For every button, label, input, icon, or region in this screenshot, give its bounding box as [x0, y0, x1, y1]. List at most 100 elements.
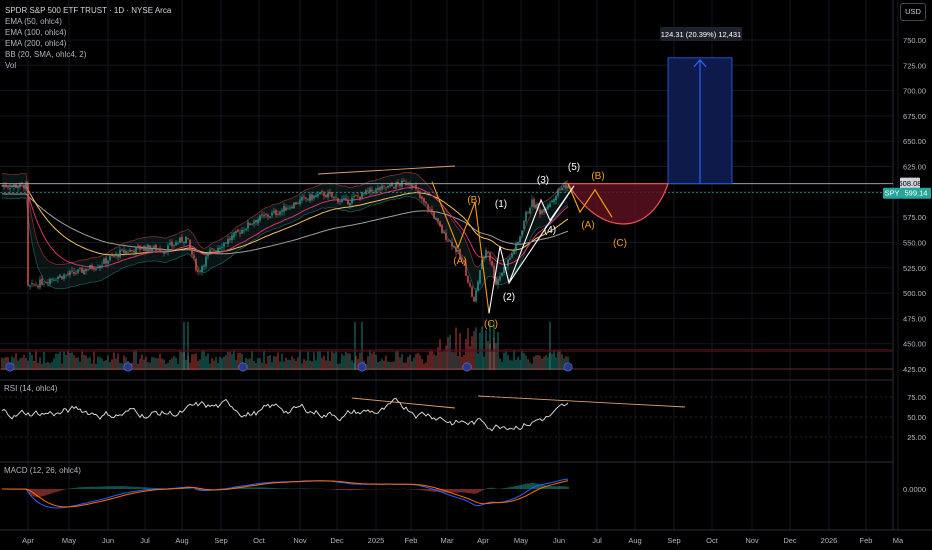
- candle-body: [185, 236, 187, 244]
- volume-bar: [445, 345, 447, 370]
- time-axis[interactable]: Apr May Jun Jul Aug Sep Oct Nov Dec 2025 Feb Mar Apr…: [22, 536, 904, 545]
- volume-bar: [533, 356, 535, 370]
- candle-body: [15, 184, 17, 188]
- candle-body: [43, 283, 45, 285]
- projection-zigzag[interactable]: [567, 183, 613, 218]
- volume-bar: [111, 359, 113, 370]
- volume-bar: [347, 353, 349, 370]
- signal-line: [2, 480, 569, 508]
- candle-body: [39, 279, 41, 288]
- candle-body: [307, 199, 309, 201]
- candle-body: [281, 210, 283, 212]
- macd-hist-bar: [417, 489, 419, 490]
- volume-bar: [93, 351, 95, 370]
- volume-spike: [493, 322, 495, 370]
- time-tick-label: Jul: [140, 536, 150, 545]
- macd-hist-bar: [91, 486, 93, 489]
- volume-bar: [303, 359, 305, 370]
- volume-bar: [193, 354, 195, 370]
- study-volume[interactable]: Vol: [5, 61, 17, 70]
- macd-hist-bar: [97, 486, 99, 489]
- volume-bar: [185, 359, 187, 370]
- rsi-divergence-line-2[interactable]: [477, 395, 686, 408]
- price-candles: [1, 177, 569, 303]
- study-bollinger[interactable]: BB (20, SMA, ohlc4, 2): [5, 50, 87, 59]
- volume-spike: [489, 322, 491, 370]
- volume-bar: [457, 355, 459, 370]
- volume-bar: [83, 354, 85, 370]
- candle-body: [81, 267, 83, 273]
- macd-hist-bar: [459, 489, 461, 493]
- candle-body: [437, 218, 439, 222]
- volume-bar: [3, 358, 5, 370]
- volume-spike: [187, 322, 189, 370]
- volume-bar: [265, 363, 267, 370]
- orange-wave-path[interactable]: [431, 181, 490, 314]
- macd-hist-bar: [89, 486, 91, 489]
- candle-body: [51, 278, 53, 280]
- macd-hist-bar: [83, 487, 85, 489]
- symbol-title[interactable]: SPDR S&P 500 ETF TRUST · 1D · NYSE Arca: [5, 6, 172, 15]
- macd-hist-bar: [353, 489, 355, 491]
- macd-hist-bar: [553, 486, 555, 489]
- candle-body: [107, 260, 109, 264]
- candle-body: [495, 277, 497, 285]
- volume-bar: [389, 361, 391, 370]
- macd-hist-bar: [43, 489, 45, 496]
- macd-axis[interactable]: 0.0000: [903, 485, 926, 494]
- candle-body: [69, 271, 71, 275]
- macd-hist-bar: [547, 485, 549, 489]
- volume-bar: [29, 351, 31, 370]
- candle-body: [313, 195, 315, 199]
- study-ema-200[interactable]: EMA (200, ohlc4): [5, 39, 67, 48]
- top-trendline[interactable]: [317, 165, 456, 175]
- rsi-divergence-line-1[interactable]: [351, 397, 456, 409]
- volume-bar: [429, 351, 431, 370]
- macd-hist-bar: [341, 489, 343, 491]
- price-axis[interactable]: 750.00725.00700.00675.00650.00625.00600.…: [903, 36, 926, 374]
- volume-bar: [153, 357, 155, 370]
- white-wave-path[interactable]: [488, 185, 575, 314]
- volume-bar: [177, 363, 179, 370]
- time-tick-label: May: [514, 536, 528, 545]
- volume-bar: [307, 351, 309, 370]
- ema-50-line: [2, 185, 569, 268]
- price-tick-label: 575.00: [903, 213, 926, 222]
- time-tick-label: Oct: [253, 536, 266, 545]
- study-ema-50[interactable]: EMA (50, ohlc4): [5, 17, 62, 26]
- time-tick-label: Sep: [667, 536, 680, 545]
- volume-bar: [553, 350, 555, 370]
- time-tick-label: 2026: [821, 536, 838, 545]
- rsi-pane-label[interactable]: RSI (14, ohlc4): [4, 384, 58, 393]
- volume-bar: [455, 327, 457, 370]
- macd-hist-bar: [253, 487, 255, 489]
- candle-body: [563, 185, 565, 188]
- volume-bar: [239, 352, 241, 370]
- rsi-axis[interactable]: 75.00 50.00 25.00: [907, 393, 926, 442]
- time-tick-label: Feb: [860, 536, 873, 545]
- candle-body: [551, 200, 553, 203]
- macd-hist-bar: [545, 485, 547, 489]
- event-marker-icon: [238, 362, 248, 372]
- macd-hist-bar: [103, 486, 105, 489]
- macd-hist-bar: [131, 486, 133, 489]
- macd-hist-bar: [471, 489, 473, 494]
- macd-hist-bar: [109, 486, 111, 489]
- candle-body: [265, 213, 267, 215]
- volume-bar: [55, 353, 57, 370]
- macd-hist-bar: [415, 489, 417, 490]
- macd-hist-bar: [113, 486, 115, 489]
- candle-body: [241, 229, 243, 234]
- candle-body: [135, 246, 137, 254]
- candle-body: [195, 258, 197, 271]
- target-measure[interactable]: 124.31 (20.39%) 12,431: [660, 27, 742, 185]
- macd-hist-bar: [203, 489, 205, 491]
- volume-bar: [35, 350, 37, 370]
- candle-body: [469, 282, 471, 287]
- currency-button[interactable]: USD: [900, 3, 926, 21]
- macd-pane-label[interactable]: MACD (12, 26, ohlc4): [4, 466, 81, 475]
- study-ema-100[interactable]: EMA (100, ohlc4): [5, 28, 67, 37]
- macd-tick-label: 0.0000: [903, 485, 926, 494]
- volume-bar: [277, 352, 279, 370]
